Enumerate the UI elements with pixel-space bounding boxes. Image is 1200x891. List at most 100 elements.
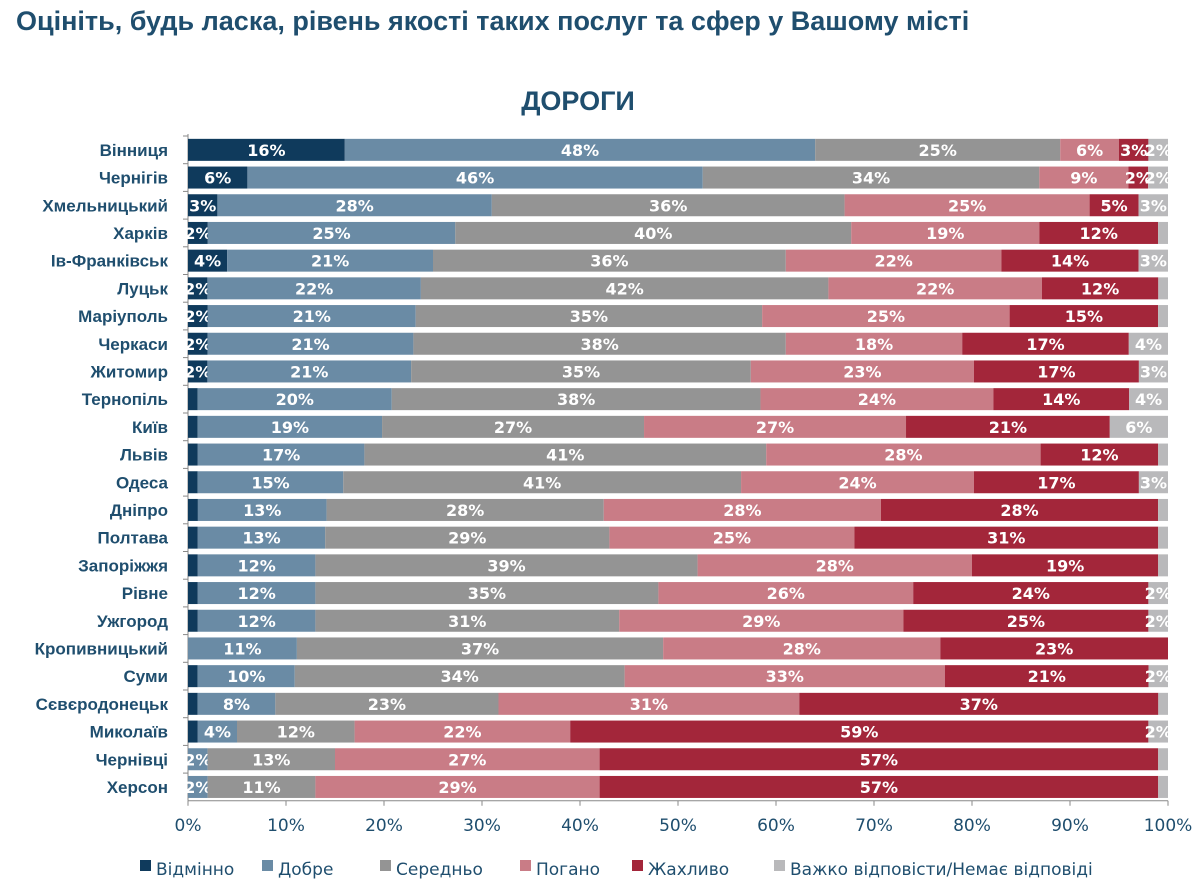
- data-label: 6%: [1125, 418, 1152, 437]
- bar-segment: [1129, 388, 1168, 411]
- bar-segment: [1158, 221, 1168, 244]
- data-label: 21%: [291, 335, 329, 354]
- data-label: 25%: [713, 529, 751, 548]
- bar-segment: [993, 388, 1130, 411]
- data-label: 41%: [523, 473, 561, 492]
- data-label: 31%: [987, 529, 1025, 548]
- x-tick-label: 0%: [175, 816, 202, 836]
- bar-segment: [940, 637, 1168, 660]
- bar-segment: [315, 554, 698, 577]
- bar-segment: [785, 332, 963, 355]
- bar-segment: [207, 775, 316, 798]
- data-label: 29%: [448, 529, 486, 548]
- data-label: 23%: [368, 695, 406, 714]
- legend-label: Відмінно: [156, 860, 234, 880]
- bar-segment: [364, 443, 767, 466]
- data-label: 14%: [1042, 390, 1080, 409]
- data-label: 46%: [456, 169, 494, 188]
- data-label: 33%: [766, 667, 804, 686]
- data-label: 35%: [570, 307, 608, 326]
- category-label: Луцьк: [117, 279, 168, 298]
- data-label: 25%: [312, 224, 350, 243]
- bar-segment: [1138, 249, 1168, 272]
- bar-segment: [1138, 194, 1168, 217]
- data-label: 4%: [1135, 390, 1162, 409]
- data-label: 22%: [874, 252, 912, 271]
- bar-segment: [702, 166, 1040, 189]
- data-label: 2%: [184, 750, 211, 769]
- x-tick-label: 40%: [561, 816, 599, 836]
- data-label: 13%: [252, 750, 290, 769]
- data-label: 39%: [487, 556, 525, 575]
- data-label: 28%: [1000, 501, 1038, 520]
- data-label: 25%: [948, 196, 986, 215]
- data-label: 25%: [919, 141, 957, 160]
- x-tick-label: 100%: [1144, 816, 1193, 836]
- bar-segment: [1148, 720, 1168, 743]
- bar-segment: [325, 526, 610, 549]
- bar-segment: [972, 554, 1159, 577]
- bar-segment: [188, 775, 208, 798]
- bar-segment: [1128, 332, 1168, 355]
- data-label: 21%: [989, 418, 1027, 437]
- bar-segment: [1138, 360, 1168, 383]
- data-label: 4%: [1135, 335, 1162, 354]
- bar-segment: [188, 443, 198, 466]
- data-label: 26%: [767, 584, 805, 603]
- bar-segment: [599, 775, 1159, 798]
- category-label: Київ: [132, 418, 168, 437]
- bar-segment: [197, 526, 326, 549]
- bar-segment: [188, 609, 198, 632]
- data-label: 59%: [840, 723, 878, 742]
- bar-segment: [197, 692, 276, 715]
- data-label: 22%: [295, 279, 333, 298]
- bar-segment: [207, 360, 412, 383]
- data-label: 21%: [1028, 667, 1066, 686]
- legend-swatch: [774, 860, 785, 871]
- data-label: 17%: [1037, 473, 1075, 492]
- legend-swatch: [140, 860, 151, 871]
- x-tick-label: 80%: [953, 816, 991, 836]
- data-label: 13%: [243, 501, 281, 520]
- bar-segment: [188, 720, 198, 743]
- bar-segment: [766, 443, 1041, 466]
- bar-segment: [1109, 415, 1168, 438]
- bar-segment: [207, 332, 414, 355]
- data-label: 15%: [251, 473, 289, 492]
- data-label: 4%: [194, 252, 221, 271]
- bar-segment: [1158, 692, 1168, 715]
- bar-segment: [1148, 582, 1168, 605]
- bar-segment: [663, 637, 941, 660]
- data-label: 28%: [884, 446, 922, 465]
- bar-segment: [344, 138, 816, 161]
- data-label: 2%: [1145, 169, 1172, 188]
- bar-segment: [188, 415, 198, 438]
- data-label: 10%: [227, 667, 265, 686]
- bar-segment: [207, 748, 335, 771]
- category-label: Полтава: [98, 529, 169, 548]
- category-label: Житомир: [90, 362, 169, 381]
- bar-segment: [413, 332, 786, 355]
- data-label: 3%: [1140, 252, 1167, 271]
- bar-segment: [315, 775, 600, 798]
- bar-segment: [197, 720, 237, 743]
- bar-segment: [880, 498, 1159, 521]
- bar-segment: [197, 609, 316, 632]
- data-label: 8%: [223, 695, 250, 714]
- data-label: 2%: [1145, 612, 1172, 631]
- data-label: 24%: [1012, 584, 1050, 603]
- category-label: Одеса: [116, 473, 168, 492]
- bar-segment: [844, 194, 1090, 217]
- bar-segment: [315, 609, 620, 632]
- bar-segment: [188, 582, 198, 605]
- bar-segment: [188, 332, 208, 355]
- bar-segment: [1158, 526, 1168, 549]
- category-label: Чернігів: [99, 169, 168, 188]
- data-label: 21%: [293, 307, 331, 326]
- legend-swatch: [380, 860, 391, 871]
- bar-segment: [1119, 138, 1149, 161]
- data-label: 38%: [580, 335, 618, 354]
- data-label: 12%: [237, 612, 275, 631]
- data-label: 11%: [242, 778, 280, 797]
- data-label: 12%: [237, 584, 275, 603]
